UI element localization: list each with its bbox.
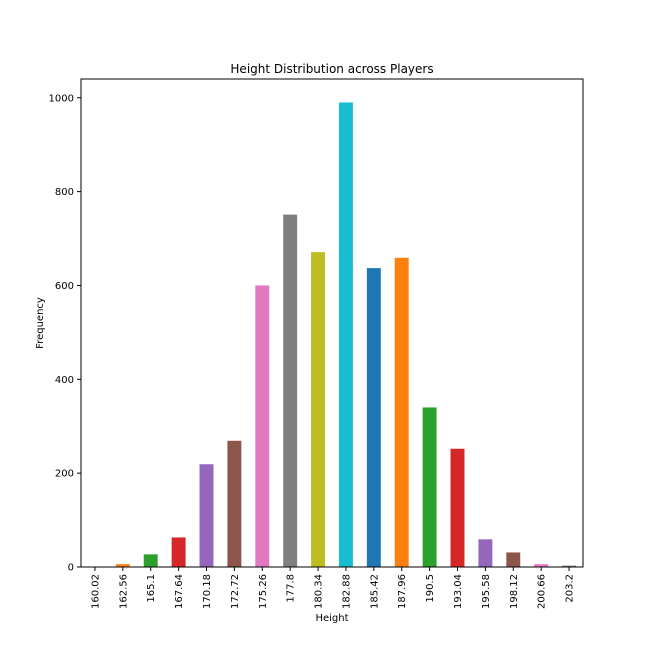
x-tick-label: 185.42 — [369, 574, 380, 609]
x-tick-label: 162.56 — [118, 574, 129, 609]
x-axis-label: Height — [315, 613, 348, 624]
bar-187.96 — [394, 257, 409, 567]
x-tick-label: 177.8 — [286, 574, 297, 603]
bar-198.12 — [506, 552, 521, 567]
bar-167.64 — [171, 537, 186, 567]
y-tick-label: 1000 — [49, 93, 74, 104]
x-tick-label: 190.5 — [425, 574, 436, 603]
bar-182.88 — [338, 102, 353, 568]
x-tick-label: 180.34 — [314, 574, 325, 609]
x-tick-label: 182.88 — [341, 574, 352, 609]
x-tick-label: 175.26 — [258, 574, 269, 609]
y-tick-label: 800 — [55, 187, 74, 198]
y-tick-label: 400 — [55, 375, 74, 386]
bar-200.66 — [534, 564, 549, 567]
bar-165.1 — [143, 554, 158, 567]
x-tick-label: 170.18 — [202, 574, 213, 609]
x-tick-label: 198.12 — [509, 574, 520, 609]
x-tick-label: 167.64 — [174, 574, 185, 609]
x-tick-label: 172.72 — [230, 574, 241, 609]
x-tick-label: 165.1 — [146, 574, 157, 603]
x-tick-label: 200.66 — [537, 574, 548, 609]
x-tick-label: 195.58 — [481, 574, 492, 609]
bar-185.42 — [366, 268, 381, 567]
bar-203.2 — [562, 565, 577, 567]
x-tick-label: 193.04 — [453, 574, 464, 609]
x-tick-label: 203.2 — [565, 574, 576, 603]
bar-190.5 — [422, 407, 437, 567]
plot-frame — [80, 78, 584, 568]
bar-193.04 — [450, 448, 465, 567]
bar-170.18 — [199, 464, 214, 567]
y-axis-label: Frequency — [35, 297, 46, 349]
bar-162.56 — [115, 564, 130, 567]
plot-area: 0 200 400 600 800 1000 160.02 162.56 165.1 167.64… — [49, 78, 584, 609]
x-tick-label: 160.02 — [90, 574, 101, 609]
bar-195.58 — [478, 539, 493, 567]
chart-title: Height Distribution across Players — [230, 62, 433, 76]
bar-177.8 — [283, 214, 298, 568]
y-tick-label: 600 — [55, 281, 74, 292]
x-tick-label: 187.96 — [397, 574, 408, 609]
y-tick-label: 200 — [55, 469, 74, 480]
bar-175.26 — [255, 285, 270, 567]
bar-180.34 — [311, 252, 326, 567]
y-tick-label: 0 — [68, 563, 74, 574]
bar-172.72 — [227, 440, 242, 567]
